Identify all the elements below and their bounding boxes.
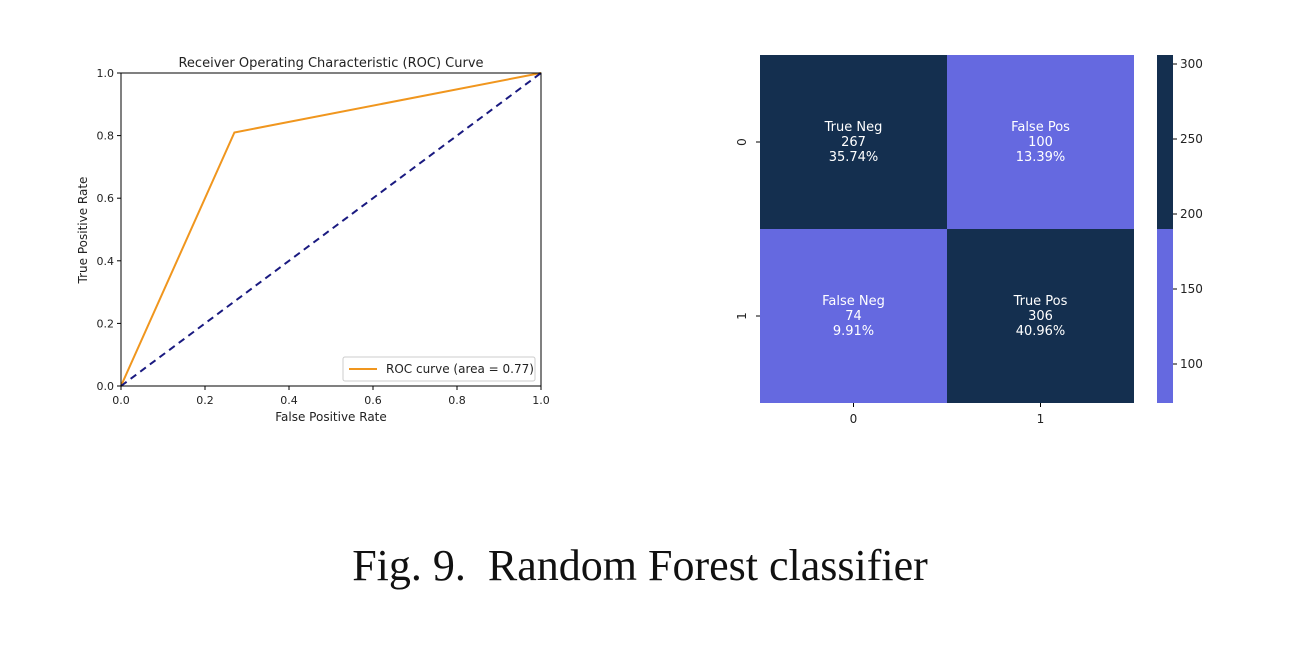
- heatmap-x-tick-label: 1: [1037, 412, 1045, 426]
- heatmap-cell-percent: 9.91%: [833, 324, 874, 339]
- roc-x-tick-label: 0.6: [364, 394, 382, 407]
- colorbar-tick-label: 300: [1180, 57, 1203, 71]
- heatmap-cell: [760, 229, 947, 403]
- roc-legend-label: ROC curve (area = 0.77): [386, 362, 534, 376]
- heatmap-cell: [947, 55, 1134, 229]
- roc-x-axis: 0.0 0.2 0.4 0.6 0.8 1.0: [112, 386, 550, 407]
- roc-curve-line: [120, 72, 542, 387]
- heatmap-y-tick-label: 0: [735, 138, 749, 146]
- roc-y-axis: 0.0 0.2 0.4 0.6 0.8 1.0: [97, 67, 121, 393]
- figure-caption: Fig. 9. Random Forest classifier: [352, 541, 928, 590]
- colorbar-light-segment: [1157, 229, 1173, 403]
- heatmap-cell-label: True Pos: [1013, 294, 1068, 309]
- roc-plot-area: [120, 72, 542, 387]
- colorbar-tick-label: 100: [1180, 357, 1203, 371]
- colorbar-tick-label: 150: [1180, 282, 1203, 296]
- heatmap-cell: [947, 229, 1134, 403]
- heatmap-x-tick-label: 0: [850, 412, 858, 426]
- roc-y-tick-label: 0.0: [97, 380, 115, 393]
- roc-chart-title: Receiver Operating Characteristic (ROC) …: [178, 56, 483, 71]
- heatmap-cell: [760, 55, 947, 229]
- heatmap-cell-count: 100: [1028, 135, 1053, 150]
- heatmap-y-tick-label: 1: [735, 312, 749, 320]
- heatmap-cell-percent: 35.74%: [829, 150, 879, 165]
- confusion-matrix-axes: 0 1 0 1: [735, 138, 1044, 426]
- heatmap-cell-label: False Pos: [1011, 120, 1070, 135]
- roc-plot-frame: [120, 72, 542, 387]
- heatmap-cell-label: True Neg: [824, 120, 883, 135]
- colorbar: 100 150 200 250 300: [1157, 55, 1203, 403]
- heatmap-cell-count: 267: [841, 135, 866, 150]
- roc-y-axis-label: True Positive Rate: [76, 177, 90, 285]
- roc-x-tick-label: 0.0: [112, 394, 130, 407]
- colorbar-tick-label: 200: [1180, 207, 1203, 221]
- heatmap-cell-count: 306: [1028, 309, 1053, 324]
- roc-y-tick-label: 0.6: [97, 192, 115, 205]
- roc-y-tick-label: 0.2: [97, 317, 115, 330]
- roc-chance-diagonal: [120, 72, 542, 387]
- roc-x-tick-label: 1.0: [532, 394, 550, 407]
- roc-x-tick-label: 0.8: [448, 394, 466, 407]
- roc-y-tick-label: 0.8: [97, 130, 115, 143]
- roc-chart: Receiver Operating Characteristic (ROC) …: [76, 56, 550, 424]
- colorbar-tick-label: 250: [1180, 132, 1203, 146]
- heatmap-cell-percent: 40.96%: [1016, 324, 1066, 339]
- roc-x-tick-label: 0.2: [196, 394, 214, 407]
- heatmap-cell-label: False Neg: [822, 294, 885, 309]
- roc-y-tick-label: 0.4: [97, 255, 115, 268]
- roc-legend-box: [342, 356, 536, 382]
- roc-legend: ROC curve (area = 0.77): [342, 356, 536, 382]
- heatmap-cell-count: 74: [845, 309, 862, 324]
- roc-y-tick-label: 1.0: [97, 67, 115, 80]
- roc-x-axis-label: False Positive Rate: [275, 410, 387, 424]
- heatmap-cell-percent: 13.39%: [1016, 150, 1066, 165]
- colorbar-dark-segment: [1157, 55, 1173, 229]
- roc-x-tick-label: 0.4: [280, 394, 298, 407]
